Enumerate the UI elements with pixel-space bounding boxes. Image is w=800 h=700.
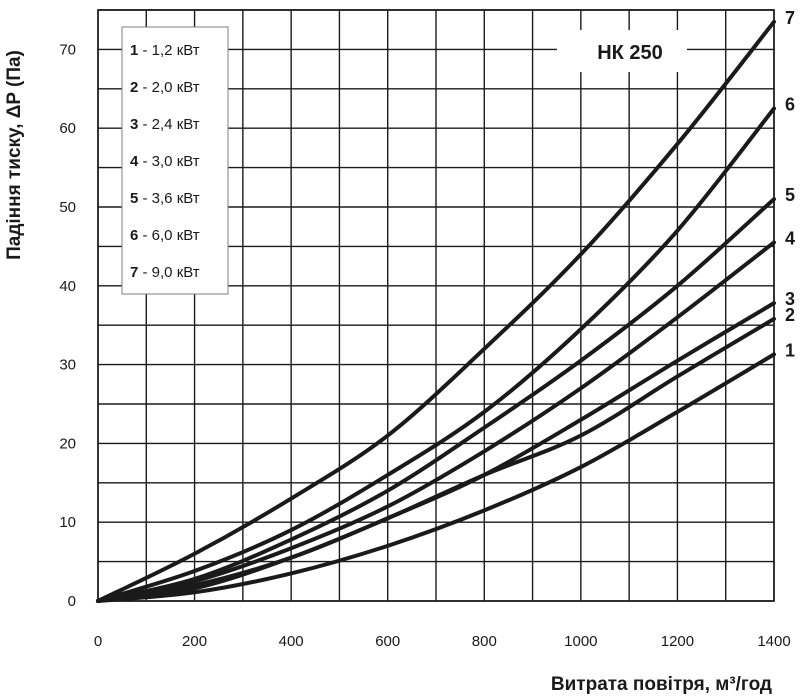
y-tick-label: 50 — [59, 199, 76, 216]
series-line-7 — [96, 19, 776, 603]
legend-item-text: - 3,0 кВт — [138, 153, 199, 170]
y-tick-label: 70 — [59, 41, 76, 58]
plot-frame — [97, 9, 775, 602]
legend-item: 6 - 6,0 кВт — [130, 227, 200, 244]
x-tick-label: 800 — [472, 633, 497, 650]
y-tick-label: 60 — [59, 120, 76, 137]
legend-item-number: 4 — [130, 153, 139, 170]
legend-item: 2 - 2,0 кВт — [130, 79, 200, 96]
x-axis-label: Витрата повітря, м³/год — [551, 674, 772, 695]
x-tick-label: 200 — [182, 633, 207, 650]
x-tick-label: 1200 — [661, 633, 694, 650]
y-tick-label: 10 — [59, 514, 76, 531]
x-tick-labels: 0 200 400 600 800 1000 1200 1400 — [94, 633, 791, 650]
y-tick-label: 30 — [59, 357, 76, 374]
legend-item-number: 6 — [130, 227, 138, 244]
legend-item-text: - 2,4 кВт — [138, 116, 199, 133]
y-tick-label: 0 — [68, 593, 76, 610]
series-end-label-4: 4 — [785, 228, 795, 248]
series-end-label-5: 5 — [785, 185, 795, 205]
legend-item-text: - 6,0 кВт — [138, 227, 199, 244]
y-tick-label: 20 — [59, 435, 76, 452]
x-tick-label: 1000 — [564, 633, 597, 650]
x-tick-label: 0 — [94, 633, 102, 650]
legend-item: 7 - 9,0 кВт — [130, 264, 200, 281]
series-line-6 — [96, 106, 776, 603]
x-tick-label: 1400 — [757, 633, 790, 650]
legend-item: 3 - 2,4 кВт — [130, 116, 200, 133]
series-lines — [96, 19, 776, 603]
legend-item-number: 2 — [130, 79, 138, 96]
series-line-4 — [96, 240, 776, 603]
y-axis-label: Падіння тиску, ΔP (Па) — [4, 50, 25, 260]
legend-item: 5 - 3,6 кВт — [130, 190, 200, 207]
legend-box — [121, 26, 229, 295]
model-box — [557, 30, 687, 72]
series-line-3 — [96, 301, 776, 603]
legend-item-text: - 1,2 кВт — [138, 42, 199, 59]
legend-item: 4 - 3,0 кВт — [130, 153, 200, 170]
series-end-label-6: 6 — [785, 95, 795, 115]
series-line-5 — [96, 197, 776, 603]
legend-item-text: - 3,6 кВт — [138, 190, 199, 207]
chart-title: НК 250 — [597, 42, 663, 64]
x-tick-label: 400 — [279, 633, 304, 650]
series-end-label-1: 1 — [785, 340, 795, 360]
legend-item-number: 5 — [130, 190, 138, 207]
legend-item-text: - 2,0 кВт — [138, 79, 199, 96]
x-tick-label: 600 — [375, 633, 400, 650]
legend-item-number: 7 — [130, 264, 138, 281]
legend-item-number: 1 — [130, 42, 138, 59]
y-tick-labels: 0 10 20 30 40 50 60 70 — [59, 41, 76, 610]
legend-item: 1 - 1,2 кВт — [130, 42, 200, 59]
series-line-1 — [96, 352, 776, 603]
legend-item-number: 3 — [130, 116, 138, 133]
series-end-label-3: 3 — [785, 289, 795, 309]
series-end-label-2: 2 — [785, 305, 795, 325]
legend: 1 - 1,2 кВт 2 - 2,0 кВт 3 - 2,4 кВт 4 - 3,0… — [121, 26, 229, 295]
legend-item-text: - 9,0 кВт — [138, 264, 199, 281]
y-tick-label: 40 — [59, 278, 76, 295]
series-end-label-7: 7 — [785, 8, 795, 28]
